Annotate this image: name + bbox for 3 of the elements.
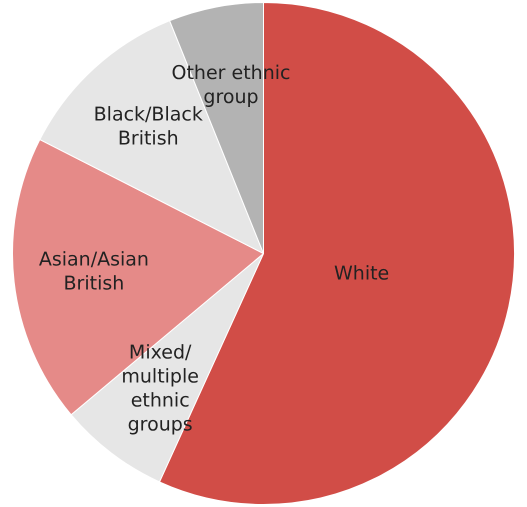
- slice-label: Asian/Asian British: [38, 248, 149, 295]
- slice-label: Black/Black British: [94, 104, 203, 150]
- slice-label: White: [334, 262, 390, 285]
